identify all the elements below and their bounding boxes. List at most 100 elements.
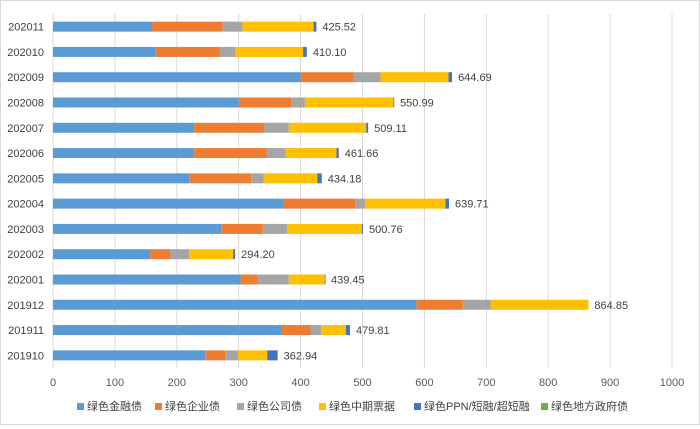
bar-segment	[336, 148, 339, 159]
x-tick-label: 100	[106, 377, 124, 389]
bar-segment	[304, 97, 394, 108]
bar-segment	[448, 72, 453, 83]
bar-segment	[264, 122, 289, 133]
bar-segment	[462, 299, 491, 310]
legend-label: 绿色PPN/短融/超短融	[424, 399, 530, 413]
bar-segment	[364, 198, 446, 209]
bar-segment	[194, 122, 265, 133]
legend-label: 绿色中期票据	[329, 399, 395, 413]
legend-swatch	[237, 403, 244, 410]
bar-segment	[353, 72, 381, 83]
y-category-label: 202009	[7, 72, 44, 84]
legend-item: 绿色金融债	[77, 399, 142, 413]
total-label: 439.45	[331, 275, 365, 287]
bar-segment	[242, 21, 314, 32]
legend-swatch	[414, 403, 421, 410]
bar-segment	[267, 350, 278, 361]
legend-label: 绿色金融债	[87, 399, 142, 413]
bar-segment	[205, 350, 226, 361]
bar-segment	[282, 325, 311, 336]
legend-swatch	[319, 403, 326, 410]
x-tick-label: 400	[291, 377, 309, 389]
bar-segment	[300, 72, 354, 83]
bar-segment	[380, 72, 449, 83]
legend-item: 绿色中期票据	[319, 399, 395, 413]
bar-segment	[189, 249, 234, 260]
x-tick-label: 700	[477, 377, 495, 389]
bar-segment	[310, 325, 322, 336]
total-label: 509.11	[374, 123, 407, 135]
bar-segment	[53, 223, 222, 234]
y-category-label: 202005	[7, 173, 44, 185]
total-label: 425.52	[322, 22, 356, 34]
bar-segment	[53, 299, 417, 310]
bar-segment	[262, 223, 287, 234]
y-category-label: 201911	[8, 325, 44, 337]
bar-segment	[53, 173, 190, 184]
legend-swatch	[155, 403, 162, 410]
bar-segment	[53, 72, 301, 83]
bar-segment	[53, 122, 195, 133]
bar-segment	[266, 148, 286, 159]
bar-segment	[155, 46, 221, 57]
bar-segment	[257, 274, 289, 285]
bar-segment	[150, 249, 170, 260]
total-label: 362.94	[284, 350, 318, 362]
bar-segment	[53, 46, 156, 57]
y-category-label: 202003	[7, 224, 44, 236]
bar-segment	[416, 299, 463, 310]
x-tick-label: 1000	[660, 377, 684, 389]
bar-segment	[490, 299, 589, 310]
legend-item: 绿色地方政府债	[541, 399, 628, 413]
bar-segment	[313, 21, 317, 32]
legend-label: 绿色公司债	[247, 399, 302, 413]
y-category-label: 202006	[7, 148, 44, 160]
legend-label: 绿色企业债	[165, 399, 220, 413]
bar-segment	[225, 350, 239, 361]
total-label: 550.99	[400, 98, 434, 110]
y-category-label: 202008	[7, 98, 44, 110]
bar-segment	[194, 148, 267, 159]
bar-segment	[366, 122, 369, 133]
x-tick-label: 500	[353, 377, 371, 389]
y-category-label: 201912	[7, 300, 44, 312]
bars	[53, 21, 589, 361]
bar-segment	[53, 97, 239, 108]
bar-segment	[445, 198, 449, 209]
bar-segment	[53, 148, 195, 159]
bar-segment	[288, 274, 325, 285]
bar-segment	[53, 325, 283, 336]
x-tick-label: 300	[230, 377, 248, 389]
y-category-label: 202010	[7, 47, 44, 59]
bar-segment	[286, 223, 362, 234]
x-tick-label: 0	[50, 377, 56, 389]
total-labels: 425.52 410.10 644.69 550.99 509.11 461.66 434.…	[241, 22, 628, 363]
bar-segment	[317, 173, 322, 184]
bar-segment	[285, 148, 337, 159]
legend-item: 绿色企业债	[155, 399, 220, 413]
total-label: 410.10	[313, 47, 347, 59]
total-label: 864.85	[594, 300, 628, 312]
legend-item: 绿色公司债	[237, 399, 302, 413]
bar-segment	[291, 97, 305, 108]
legend: 绿色金融债 绿色企业债 绿色公司债 绿色中期票据 绿色PPN/短融/超短融 绿色地方政府债	[77, 399, 628, 413]
legend-swatch	[541, 403, 548, 410]
bar-segment	[189, 173, 252, 184]
bar-segment	[240, 274, 258, 285]
legend-label: 绿色地方政府债	[551, 399, 628, 413]
y-axis-labels: 202011 202010 202009 202008 202007 202006 2020…	[7, 22, 44, 363]
bar-segment	[361, 223, 363, 234]
total-label: 644.69	[458, 72, 492, 84]
legend-swatch	[77, 403, 84, 410]
bar-segment	[238, 97, 292, 108]
x-axis-labels: 0 100 200 300 400 500 600 700 800 900 1000	[50, 377, 684, 389]
total-label: 294.20	[241, 249, 275, 261]
bar-segment	[53, 350, 206, 361]
y-category-label: 201910	[7, 350, 44, 362]
bar-segment	[53, 274, 241, 285]
gridlines	[52, 14, 673, 368]
bar-segment	[251, 173, 264, 184]
bar-segment	[220, 46, 236, 57]
